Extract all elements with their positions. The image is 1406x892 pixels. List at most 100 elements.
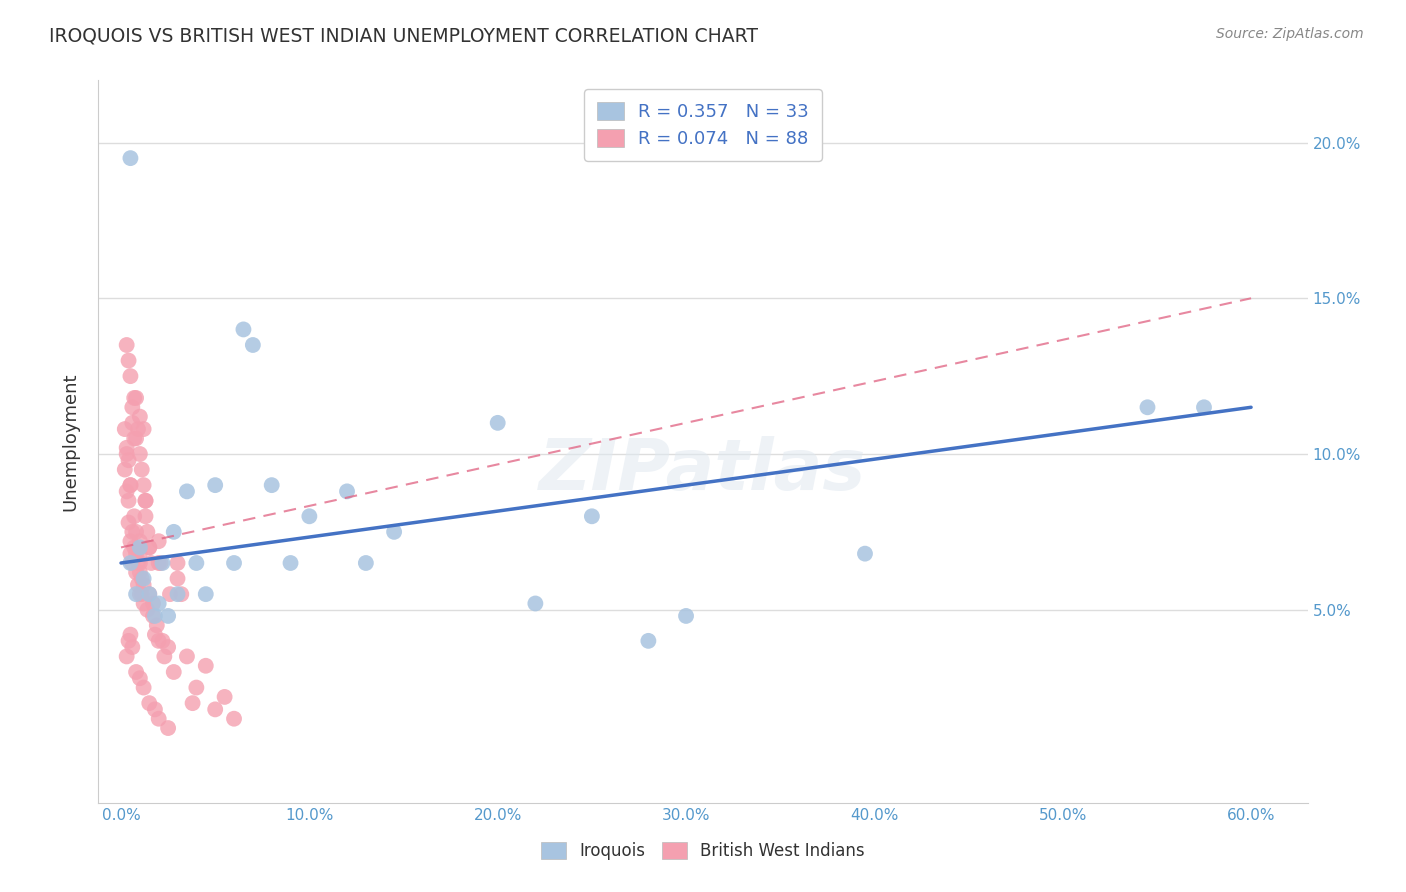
Iroquois — [143, 609, 166, 624]
Iroquois — [152, 556, 174, 570]
British West Indians — [194, 658, 217, 673]
British West Indians — [117, 493, 139, 508]
British West Indians — [176, 649, 198, 664]
British West Indians — [117, 516, 139, 530]
Iroquois — [336, 484, 359, 499]
British West Indians — [121, 640, 143, 654]
British West Indians — [122, 391, 145, 405]
British West Indians — [136, 524, 159, 539]
British West Indians — [120, 534, 142, 549]
British West Indians — [122, 541, 145, 555]
British West Indians — [148, 712, 170, 726]
Iroquois — [125, 587, 148, 601]
British West Indians — [115, 441, 138, 455]
British West Indians — [121, 401, 143, 415]
British West Indians — [132, 597, 155, 611]
British West Indians — [134, 493, 156, 508]
British West Indians — [132, 422, 155, 436]
British West Indians — [120, 547, 142, 561]
British West Indians — [138, 696, 160, 710]
British West Indians — [115, 447, 138, 461]
British West Indians — [159, 587, 181, 601]
British West Indians — [128, 587, 150, 601]
Iroquois — [163, 524, 186, 539]
Iroquois — [166, 587, 188, 601]
Iroquois — [138, 587, 160, 601]
Iroquois — [1192, 401, 1215, 415]
British West Indians — [114, 462, 136, 476]
Text: ZIPatlas: ZIPatlas — [540, 436, 866, 505]
British West Indians — [204, 702, 226, 716]
British West Indians — [125, 665, 148, 679]
British West Indians — [131, 587, 153, 601]
British West Indians — [122, 432, 145, 446]
British West Indians — [127, 422, 149, 436]
British West Indians — [128, 534, 150, 549]
Legend: R = 0.357   N = 33, R = 0.074   N = 88: R = 0.357 N = 33, R = 0.074 N = 88 — [585, 89, 821, 161]
British West Indians — [143, 627, 166, 641]
Iroquois — [354, 556, 377, 570]
British West Indians — [125, 524, 148, 539]
British West Indians — [128, 556, 150, 570]
Iroquois — [120, 556, 142, 570]
British West Indians — [117, 453, 139, 467]
British West Indians — [114, 422, 136, 436]
British West Indians — [117, 633, 139, 648]
British West Indians — [132, 681, 155, 695]
British West Indians — [128, 447, 150, 461]
British West Indians — [122, 509, 145, 524]
Iroquois — [298, 509, 321, 524]
British West Indians — [136, 603, 159, 617]
Iroquois — [675, 609, 697, 624]
Y-axis label: Unemployment: Unemployment — [62, 372, 80, 511]
British West Indians — [152, 633, 174, 648]
Iroquois — [128, 541, 150, 555]
British West Indians — [166, 572, 188, 586]
British West Indians — [120, 627, 142, 641]
British West Indians — [125, 391, 148, 405]
British West Indians — [132, 478, 155, 492]
Iroquois — [242, 338, 264, 352]
British West Indians — [149, 556, 172, 570]
Iroquois — [524, 597, 547, 611]
Iroquois — [280, 556, 302, 570]
Iroquois — [222, 556, 245, 570]
British West Indians — [142, 609, 165, 624]
Iroquois — [486, 416, 509, 430]
Iroquois — [132, 572, 155, 586]
Iroquois — [260, 478, 283, 492]
British West Indians — [125, 566, 148, 580]
British West Indians — [115, 484, 138, 499]
Iroquois — [637, 633, 659, 648]
Iroquois — [176, 484, 198, 499]
Iroquois — [581, 509, 603, 524]
British West Indians — [142, 597, 165, 611]
Iroquois — [148, 597, 170, 611]
British West Indians — [138, 587, 160, 601]
Text: Source: ZipAtlas.com: Source: ZipAtlas.com — [1216, 27, 1364, 41]
British West Indians — [222, 712, 245, 726]
British West Indians — [121, 556, 143, 570]
British West Indians — [166, 556, 188, 570]
British West Indians — [120, 369, 142, 384]
British West Indians — [157, 721, 180, 735]
Iroquois — [382, 524, 405, 539]
Iroquois — [157, 609, 180, 624]
British West Indians — [153, 649, 176, 664]
British West Indians — [128, 566, 150, 580]
Iroquois — [120, 151, 142, 165]
British West Indians — [127, 578, 149, 592]
British West Indians — [125, 432, 148, 446]
British West Indians — [181, 696, 204, 710]
British West Indians — [121, 416, 143, 430]
British West Indians — [128, 547, 150, 561]
Iroquois — [232, 322, 254, 336]
British West Indians — [157, 640, 180, 654]
British West Indians — [132, 578, 155, 592]
British West Indians — [131, 462, 153, 476]
British West Indians — [138, 541, 160, 555]
British West Indians — [186, 681, 208, 695]
British West Indians — [141, 556, 163, 570]
British West Indians — [138, 541, 160, 555]
Iroquois — [186, 556, 208, 570]
